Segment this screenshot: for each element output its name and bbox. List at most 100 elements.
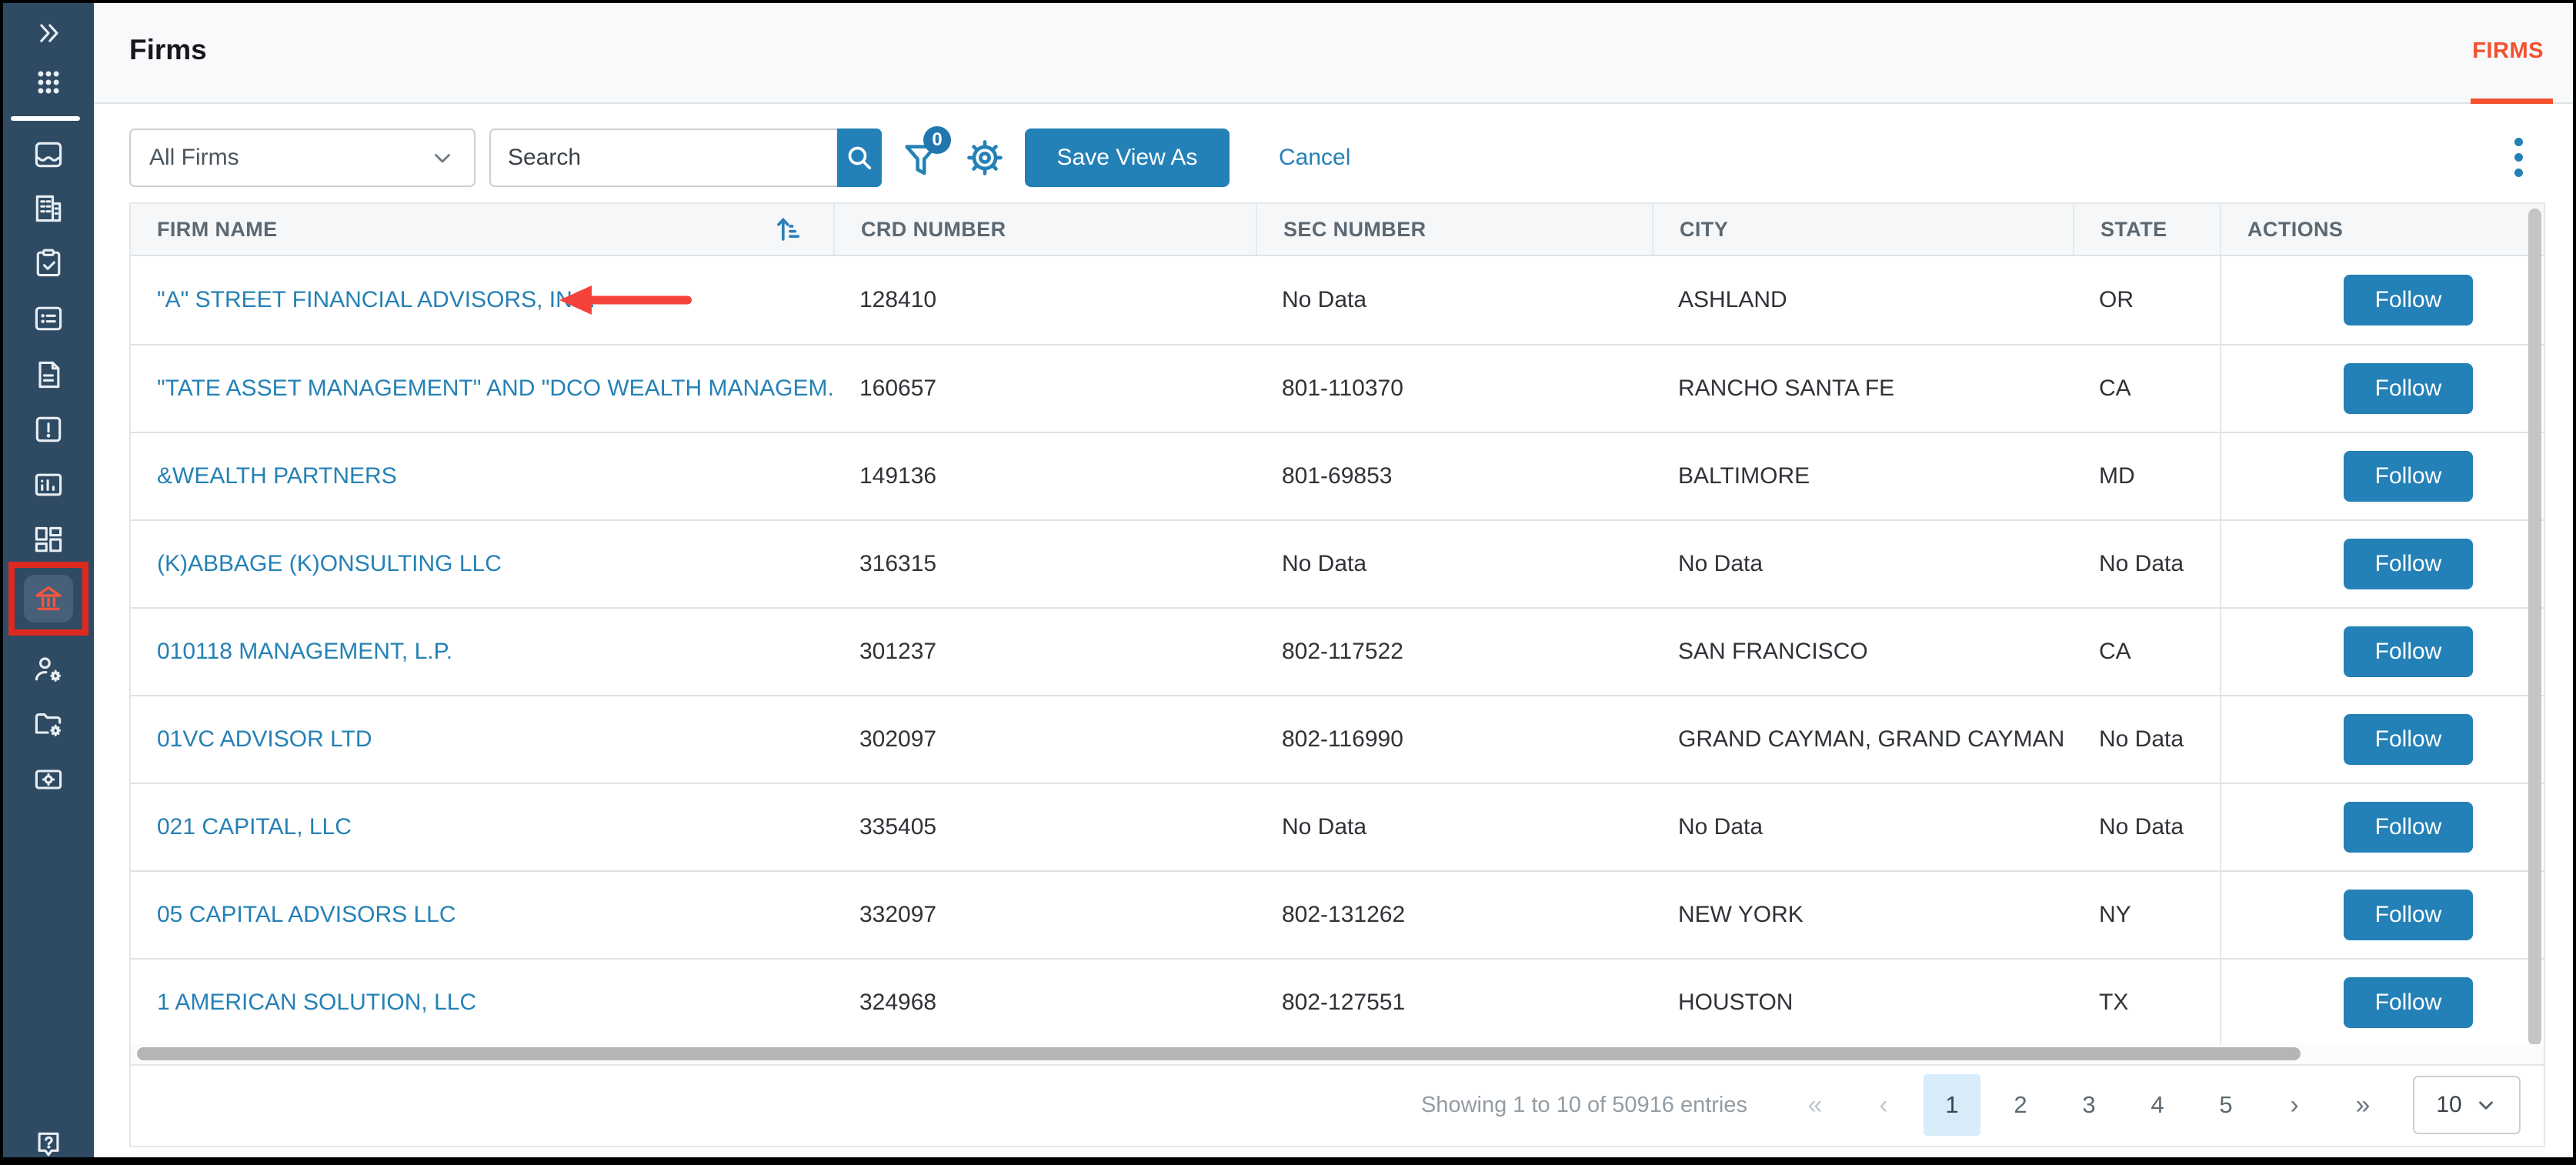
search-input[interactable] (489, 129, 837, 187)
table-row: "A" STREET FINANCIAL ADVISORS, INC. 1284… (131, 256, 2544, 344)
state-cell: No Data (2099, 814, 2184, 840)
prev-page-button[interactable]: ‹ (1879, 1090, 1888, 1120)
table-row: 01VC ADVISOR LTD 302097 802-116990 GRAND… (131, 695, 2544, 783)
column-header-actions: ACTIONS (2220, 204, 2544, 255)
table-row: "TATE ASSET MANAGEMENT" AND "DCO WEALTH … (131, 344, 2544, 432)
crd-number-cell: 332097 (859, 902, 937, 927)
entries-summary: Showing 1 to 10 of 50916 entries (1420, 1092, 1747, 1117)
follow-button[interactable]: Follow (2344, 451, 2473, 502)
firms-table: FIRM NAME CRD NUMBER SEC NUMBER CITY STA… (129, 202, 2545, 1147)
table-row: 05 CAPITAL ADVISORS LLC 332097 802-13126… (131, 870, 2544, 958)
city-cell: No Data (1678, 551, 1763, 576)
page-button-1[interactable]: 1 (1924, 1074, 1980, 1136)
city-cell: HOUSTON (1678, 990, 1794, 1015)
filter-button[interactable]: 0 (902, 126, 951, 183)
page-button-3[interactable]: 3 (2082, 1091, 2096, 1118)
city-cell: RANCHO SANTA FE (1678, 376, 1895, 401)
reports-chart-icon[interactable] (32, 468, 65, 502)
firm-name-link[interactable]: (K)ABBAGE (K)ONSULTING LLC (157, 551, 502, 576)
state-cell: CA (2099, 639, 2131, 664)
tasks-clipboard-icon[interactable] (32, 246, 65, 280)
page-button-4[interactable]: 4 (2151, 1091, 2164, 1118)
city-cell: NEW YORK (1678, 902, 1804, 927)
contacts-settings-icon[interactable] (32, 653, 65, 686)
dashboard-icon[interactable] (32, 523, 65, 557)
inbox-icon[interactable] (32, 138, 65, 172)
firm-name-link[interactable]: 01VC ADVISOR LTD (157, 726, 372, 752)
column-header-firm-name[interactable]: FIRM NAME (131, 204, 833, 255)
firm-name-link[interactable]: "A" STREET FINANCIAL ADVISORS, INC. (157, 287, 596, 312)
column-header-sec-number[interactable]: SEC NUMBER (1256, 204, 1652, 255)
view-select[interactable]: All Firms (129, 129, 475, 187)
follow-button[interactable]: Follow (2344, 626, 2473, 677)
follow-button[interactable]: Follow (2344, 275, 2473, 325)
toolbar: All Firms 0 (129, 126, 2545, 187)
cancel-link[interactable]: Cancel (1279, 145, 1351, 170)
alerts-box-icon[interactable] (32, 412, 65, 446)
page-size-value: 10 (2436, 1092, 2462, 1117)
more-options-button[interactable] (2514, 138, 2524, 177)
first-page-button[interactable]: « (1807, 1090, 1823, 1120)
expand-sidebar-icon[interactable] (32, 17, 65, 51)
state-cell: MD (2099, 463, 2135, 489)
sidebar-divider (11, 116, 80, 121)
horizontal-scrollbar[interactable] (137, 1047, 2301, 1060)
tab-firms[interactable]: FIRMS (2472, 38, 2544, 63)
state-cell: OR (2099, 287, 2134, 312)
vertical-scrollbar[interactable] (2528, 209, 2541, 1046)
state-cell: CA (2099, 376, 2131, 401)
column-header-city[interactable]: CITY (1652, 204, 2073, 255)
chevron-down-icon (435, 154, 450, 163)
state-cell: TX (2099, 990, 2129, 1015)
column-header-state[interactable]: STATE (2073, 204, 2220, 255)
next-page-button[interactable]: › (2290, 1090, 2299, 1120)
settings-button[interactable] (963, 136, 1006, 179)
accounts-building-icon[interactable] (32, 192, 65, 225)
folder-settings-icon[interactable] (32, 707, 65, 741)
crd-number-cell: 160657 (859, 376, 937, 401)
column-header-crd-number[interactable]: CRD NUMBER (833, 204, 1256, 255)
city-cell: BALTIMORE (1678, 463, 1810, 489)
page-button-2[interactable]: 2 (2014, 1091, 2027, 1118)
follow-button[interactable]: Follow (2344, 890, 2473, 940)
table-row: &WEALTH PARTNERS 149136 801-69853 BALTIM… (131, 432, 2544, 519)
follow-button[interactable]: Follow (2344, 363, 2473, 414)
table-row: (K)ABBAGE (K)ONSULTING LLC 316315 No Dat… (131, 519, 2544, 607)
city-cell: No Data (1678, 814, 1763, 840)
follow-button[interactable]: Follow (2344, 802, 2473, 853)
follow-button[interactable]: Follow (2344, 539, 2473, 589)
search-button[interactable] (837, 129, 882, 187)
sec-number-cell: No Data (1282, 287, 1367, 312)
firm-name-link[interactable]: 05 CAPITAL ADVISORS LLC (157, 902, 456, 927)
follow-button[interactable]: Follow (2344, 977, 2473, 1028)
page-button-5[interactable]: 5 (2219, 1091, 2233, 1118)
sec-number-cell: No Data (1282, 551, 1367, 576)
app-launcher-icon[interactable] (32, 65, 65, 99)
save-view-as-button[interactable]: Save View As (1025, 129, 1230, 187)
crd-number-cell: 324968 (859, 990, 937, 1015)
firm-name-link[interactable]: 021 CAPITAL, LLC (157, 814, 352, 840)
table-row: 1 AMERICAN SOLUTION, LLC 324968 802-1275… (131, 958, 2544, 1046)
lists-icon[interactable] (32, 302, 65, 335)
firm-name-link[interactable]: 1 AMERICAN SOLUTION, LLC (157, 990, 477, 1015)
help-icon[interactable] (32, 1128, 65, 1157)
horizontal-scrollbar-track (131, 1044, 2544, 1064)
city-cell: GRAND CAYMAN, GRAND CAYMAN (1678, 726, 2065, 752)
crd-number-cell: 128410 (859, 287, 937, 312)
tab-firms-underline (2471, 98, 2553, 104)
sec-number-cell: 802-116990 (1282, 726, 1403, 752)
page-size-select[interactable]: 10 (2413, 1076, 2521, 1134)
city-cell: ASHLAND (1678, 287, 1787, 312)
crd-number-cell: 316315 (859, 551, 937, 576)
firms-bank-icon[interactable] (32, 582, 65, 616)
follow-button[interactable]: Follow (2344, 714, 2473, 765)
sec-number-cell: 801-110370 (1282, 376, 1403, 401)
firm-name-link[interactable]: 010118 MANAGEMENT, L.P. (157, 639, 453, 664)
card-settings-icon[interactable] (32, 763, 65, 796)
red-annotation-box (8, 562, 88, 636)
firm-name-link[interactable]: &WEALTH PARTNERS (157, 463, 397, 489)
sort-ascending-icon[interactable] (773, 212, 807, 246)
last-page-button[interactable]: » (2355, 1090, 2371, 1120)
documents-icon[interactable] (32, 358, 65, 392)
firm-name-link[interactable]: "TATE ASSET MANAGEMENT" AND "DCO WEALTH … (157, 376, 833, 401)
